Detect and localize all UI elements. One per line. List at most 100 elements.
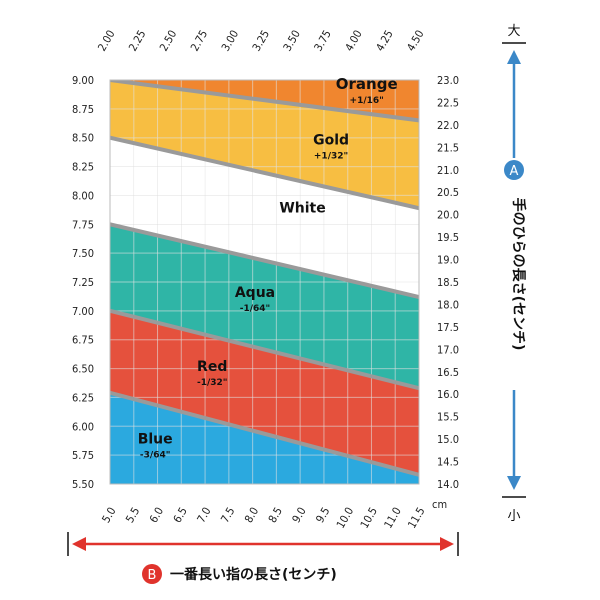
left-tick-label: 6.00 [72, 420, 94, 433]
right-tick-label: 19.0 [437, 254, 459, 267]
band-label-blue: Blue [138, 432, 173, 448]
bottom-tick-label: 11.0 [382, 505, 404, 531]
top-tick-label: 4.00 [343, 28, 365, 54]
right-tick-label: 17.0 [437, 343, 459, 356]
top-tick-label: 4.50 [404, 28, 426, 54]
small-label: 小 [507, 509, 520, 524]
band-boundary-line [110, 80, 419, 123]
band-boundary-line [110, 135, 419, 211]
top-tick-label: 2.75 [188, 28, 210, 54]
arrow-right-icon [440, 537, 454, 551]
band-boundary-line [110, 390, 419, 477]
palm-length-indicator: 大 小 A 手のひらの長さ(センチ) [502, 24, 527, 524]
y-title-background [502, 158, 526, 390]
band-adjust-aqua: -1/64" [240, 304, 271, 314]
top-tick-label: 3.75 [312, 28, 334, 54]
band-label-aqua: Aqua [235, 285, 275, 301]
right-tick-label: 14.5 [437, 456, 459, 469]
left-tick-label: 6.25 [72, 391, 94, 404]
right-tick-label: 21.0 [437, 164, 459, 177]
bottom-axis-ticks: 5.0 5.5 6.0 6.5 7.0 7.5 8.0 8.5 9.0 9.5 10.0 10.5 11… [99, 505, 427, 531]
arrow-up-icon [507, 50, 521, 64]
left-tick-label: 9.00 [72, 74, 94, 87]
left-axis-ticks: 5.50 5.75 6.00 6.25 6.50 6.75 7.00 7.25 7.50 7.75… [72, 74, 94, 491]
band-label-white: White [279, 201, 325, 217]
top-axis-ticks: 2.00 2.25 2.50 2.75 3.00 3.25 3.50 3.75 4.00 4.25… [95, 28, 426, 54]
band-adjust-red: -1/32" [197, 378, 228, 388]
arrow-down-icon [507, 476, 521, 490]
bottom-tick-label: 9.0 [290, 505, 309, 525]
left-tick-label: 7.25 [72, 276, 94, 289]
bottom-tick-label: 6.5 [171, 505, 190, 525]
y-axis-title: 手のひらの長さ(センチ) [510, 198, 527, 351]
badge-a-icon [504, 160, 524, 180]
top-tick-label: 2.00 [95, 28, 117, 54]
badge-a-letter: A [510, 164, 519, 179]
band-label-orange: Orange [336, 75, 398, 93]
top-tick-label: 3.00 [219, 28, 241, 54]
right-tick-label: 14.0 [437, 478, 459, 491]
bottom-tick-label: 5.5 [123, 505, 142, 525]
top-tick-label: 2.50 [157, 28, 179, 54]
left-tick-label: 8.75 [72, 103, 94, 116]
band-aqua [110, 224, 419, 389]
right-tick-label: 19.5 [437, 231, 459, 244]
bottom-tick-label: 8.5 [266, 505, 285, 525]
band-label-gold: Gold [313, 133, 349, 149]
band-red [110, 310, 419, 475]
band-boundary-line [110, 308, 419, 391]
left-tick-label: 5.75 [72, 449, 94, 462]
bottom-tick-label: 8.0 [242, 505, 261, 525]
left-tick-label: 8.25 [72, 161, 94, 174]
left-tick-label: 8.00 [72, 189, 94, 202]
right-tick-label: 18.0 [437, 298, 459, 311]
top-tick-label: 4.25 [373, 28, 395, 54]
right-tick-label: 20.5 [437, 186, 459, 199]
band-adjust-orange: +1/16" [350, 96, 384, 106]
bottom-tick-label: 7.5 [218, 505, 237, 525]
right-tick-label: 15.0 [437, 433, 459, 446]
right-tick-label: 16.5 [437, 366, 459, 379]
bottom-tick-label: 5.0 [99, 505, 118, 525]
badge-b-icon [142, 564, 162, 584]
bottom-tick-label: 7.0 [195, 505, 214, 525]
band-boundaries [110, 80, 419, 477]
left-tick-label: 7.50 [72, 247, 94, 260]
right-tick-label: 23.0 [437, 74, 459, 87]
finger-length-indicator: B 一番長い指の長さ(センチ) [67, 532, 459, 584]
bottom-tick-label: 6.0 [147, 505, 166, 525]
left-tick-label: 7.75 [72, 218, 94, 231]
x-axis-unit: cm [432, 498, 447, 511]
top-tick-label: 2.25 [126, 28, 148, 54]
right-tick-label: 17.5 [437, 321, 459, 334]
right-tick-label: 16.0 [437, 388, 459, 401]
right-tick-label: 20.0 [437, 209, 459, 222]
band-label-red: Red [197, 359, 227, 375]
bottom-tick-label: 11.5 [405, 505, 427, 531]
top-tick-label: 3.25 [250, 28, 272, 54]
badge-b-letter: B [148, 568, 157, 583]
band-boundary-line [110, 222, 419, 299]
right-tick-label: 21.5 [437, 141, 459, 154]
right-tick-label: 22.0 [437, 119, 459, 132]
left-tick-label: 6.50 [72, 363, 94, 376]
plot-frame [109, 79, 420, 485]
left-tick-label: 5.50 [72, 478, 94, 491]
arrow-left-icon [72, 537, 86, 551]
right-tick-label: 18.5 [437, 276, 459, 289]
bottom-tick-label: 10.5 [358, 505, 380, 531]
band-white [110, 137, 419, 298]
left-tick-label: 8.50 [72, 132, 94, 145]
bottom-tick-label: 10.0 [334, 505, 356, 531]
band-adjust-gold: +1/32" [314, 152, 348, 162]
left-tick-label: 7.00 [72, 305, 94, 318]
bottom-tick-label: 9.5 [313, 505, 332, 525]
big-label: 大 [507, 24, 520, 39]
band-adjust-blue: -3/64" [140, 451, 171, 461]
x-axis-title: 一番長い指の長さ(センチ) [170, 566, 337, 583]
right-axis-ticks: 14.0 14.5 15.0 15.5 16.0 16.5 17.0 17.5 18.0 18.5… [437, 74, 459, 491]
right-tick-label: 15.5 [437, 411, 459, 424]
right-tick-label: 22.5 [437, 96, 459, 109]
band-labels: Orange +1/16" Gold +1/32" White Aqua -1/64" Red… [138, 75, 398, 460]
color-bands [110, 80, 419, 484]
